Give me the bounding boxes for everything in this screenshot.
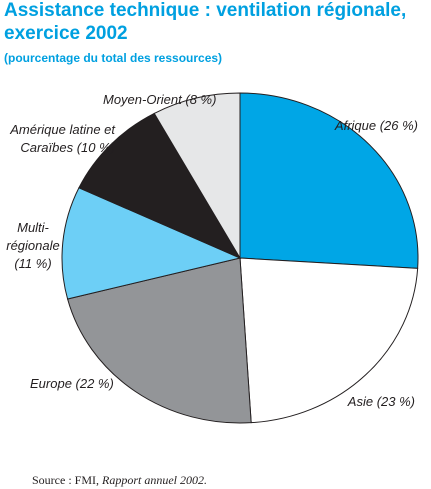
slice-label: (11 %) [14, 256, 51, 271]
slice-label: Asie (23 %) [347, 394, 415, 409]
source-title: Rapport annuel 2002. [101, 473, 207, 487]
pie-slice [239, 92, 419, 269]
pie-slice [78, 112, 242, 260]
pie-slice [66, 257, 252, 424]
slice-label: Caraïbes (10 %) [20, 140, 115, 155]
chart-title: exercice 2002 [4, 23, 128, 44]
pie-slice [239, 257, 419, 424]
source: Source : FMI, Rapport annuel 2002. [32, 473, 207, 487]
slice-label: Multi- [17, 220, 49, 235]
chart-subtitle: (pourcentage du total des ressources) [4, 51, 222, 65]
pie-slice [153, 92, 241, 260]
slice-label: Amérique latine et [9, 122, 116, 137]
chart-title: Assistance technique : ventilation régio… [4, 0, 406, 21]
slice-label: Afrique (26 %) [334, 118, 418, 133]
source-prefix: Source : FMI, [32, 473, 99, 487]
slice-label: régionale [6, 238, 60, 253]
pie-slice [61, 187, 242, 300]
slice-label: Europe (22 %) [30, 376, 114, 391]
slice-label: Moyen-Orient (8 %) [103, 92, 216, 107]
